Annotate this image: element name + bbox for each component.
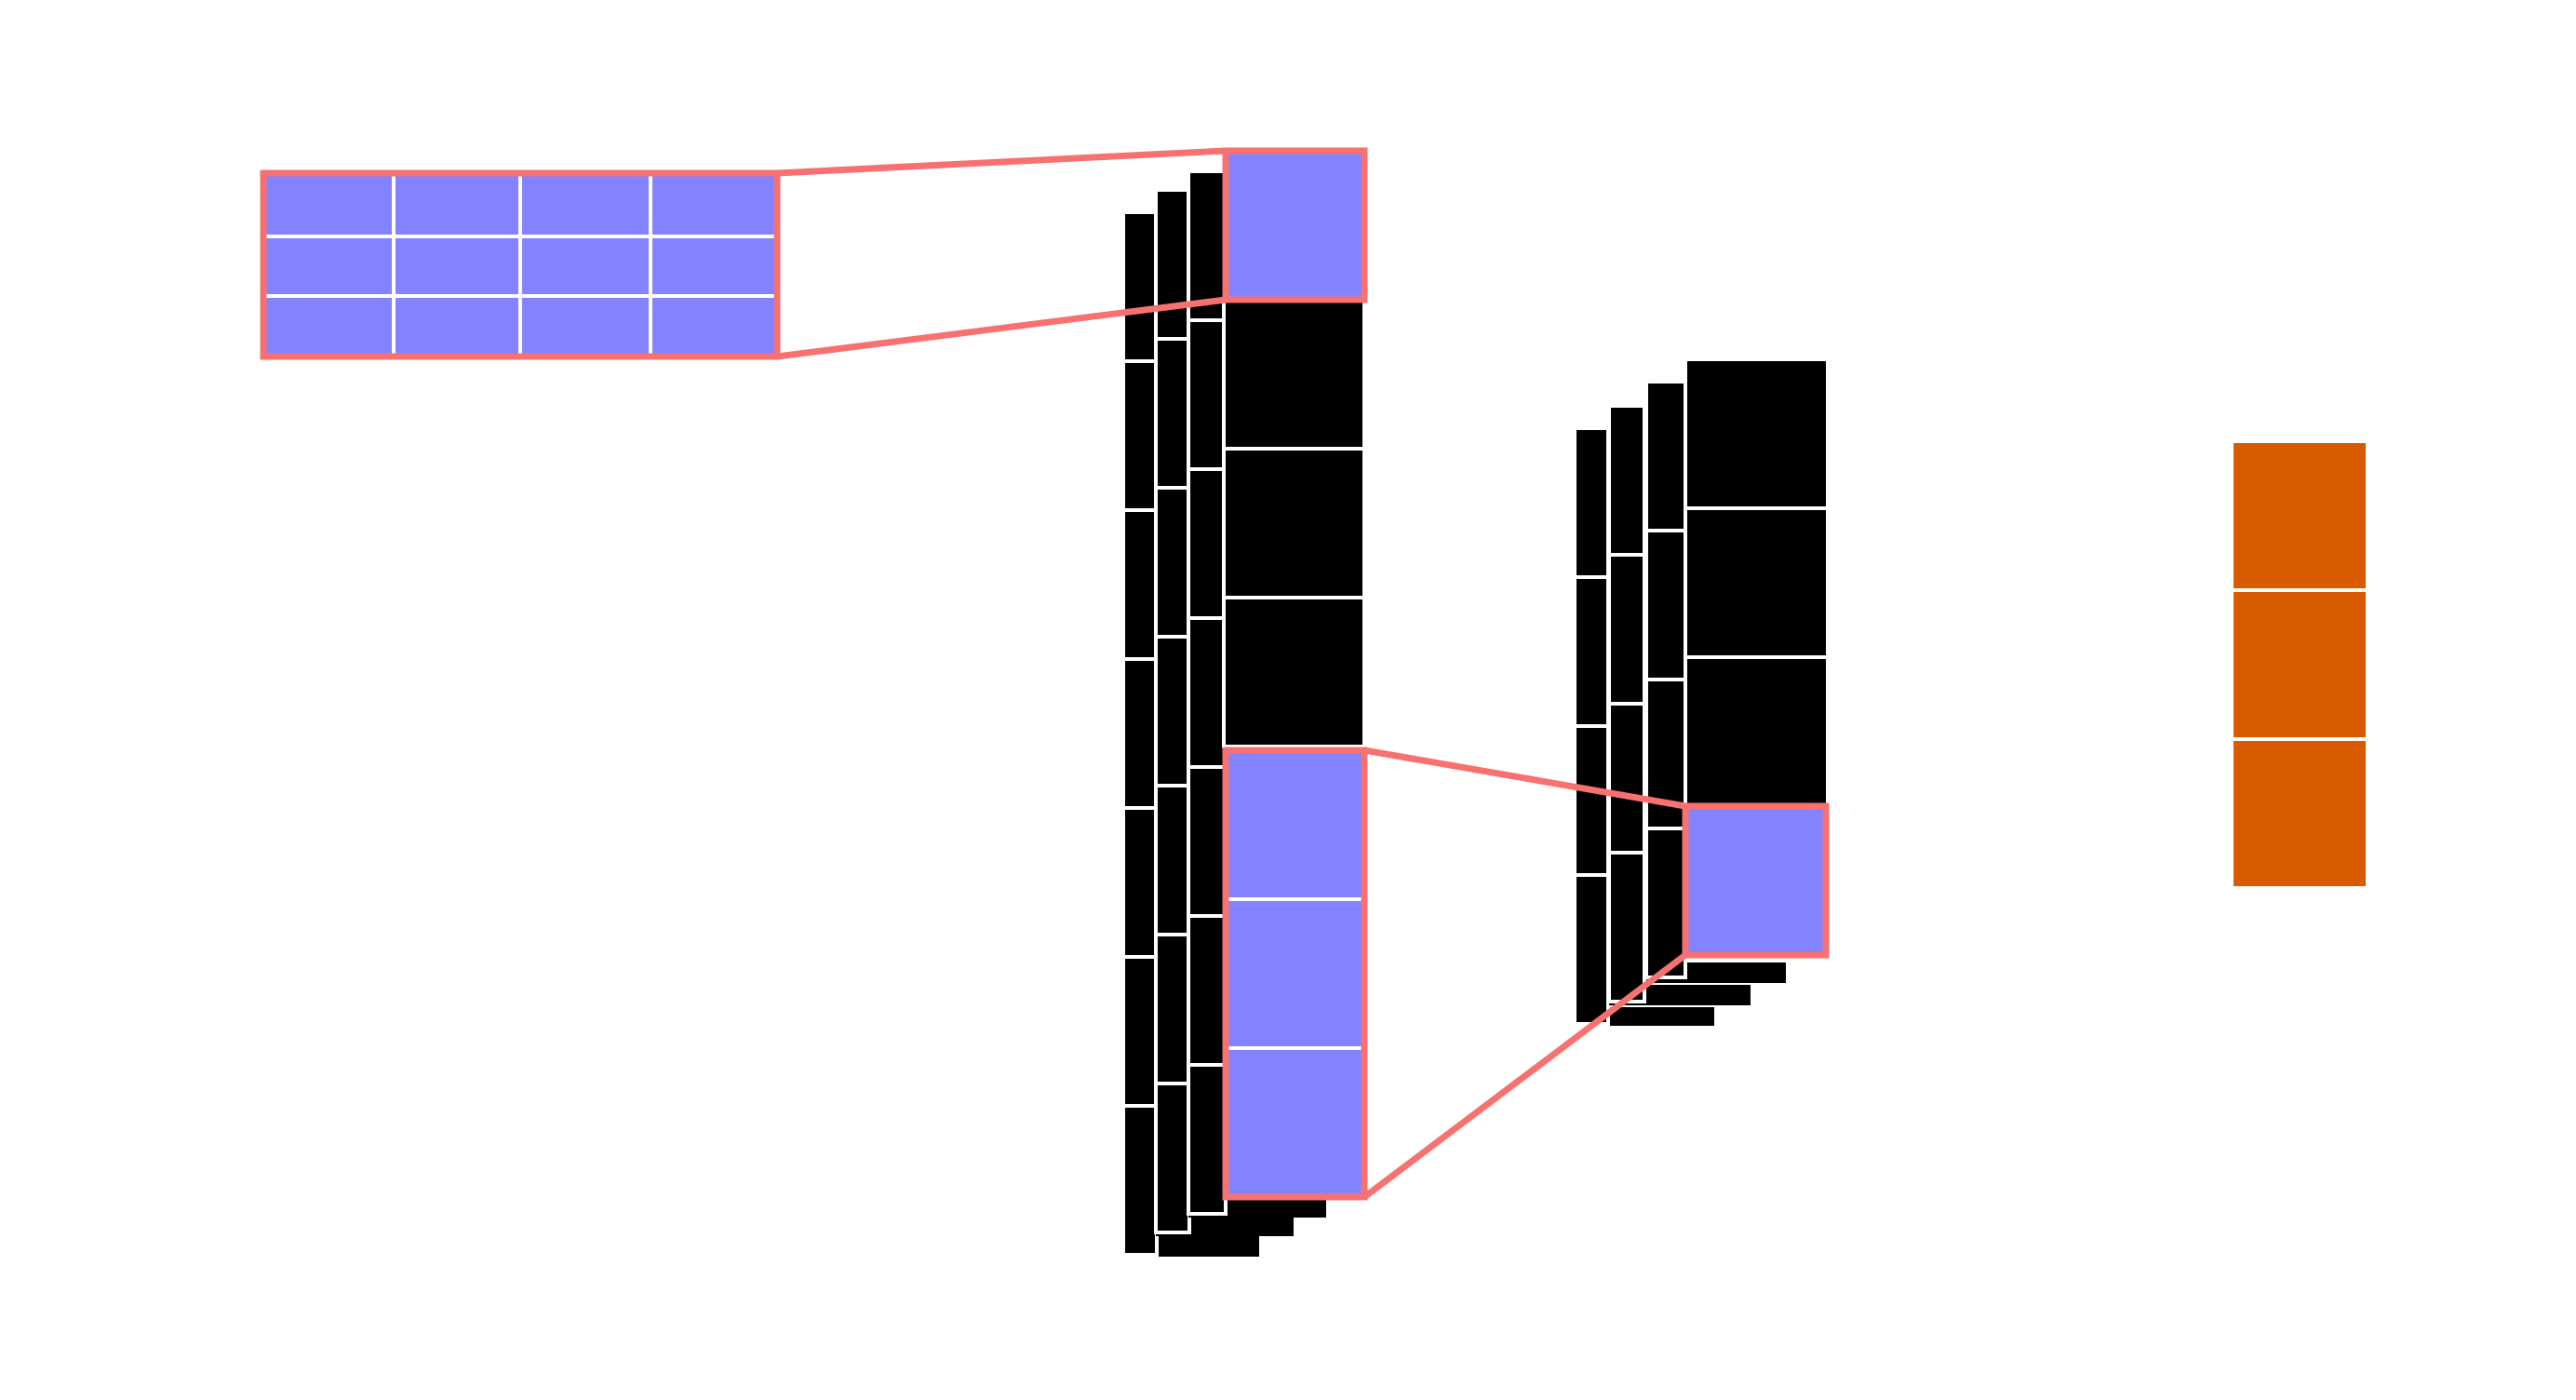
- cell: [1154, 1082, 1191, 1234]
- kernel-outline: [260, 169, 781, 360]
- cell: [1187, 765, 1228, 918]
- layer1-stack: [1121, 147, 1368, 1257]
- cell: [1684, 655, 1830, 808]
- cell: [1224, 897, 1366, 1050]
- cell: [1573, 873, 1610, 1026]
- output-cell: [2230, 737, 2369, 890]
- cell: [1644, 827, 1687, 979]
- cell: [1607, 851, 1646, 1003]
- cell: [1154, 486, 1191, 639]
- cell: [1222, 596, 1366, 748]
- highlight-outline: [1222, 747, 1368, 1201]
- layer2-connector-bottom: [1362, 952, 1688, 1200]
- cell: [1607, 404, 1646, 557]
- cell: [1644, 529, 1687, 681]
- layer1-highlight-top: [1222, 147, 1368, 303]
- cell: [1154, 188, 1191, 341]
- cell: [1121, 1104, 1159, 1257]
- cell: [1154, 337, 1191, 490]
- layer2-highlight: [1682, 802, 1830, 959]
- cell: [1573, 575, 1610, 728]
- output-vector: [2230, 439, 2369, 890]
- connectors: [776, 147, 1688, 1200]
- cell: [1187, 318, 1228, 471]
- cell: [1121, 359, 1159, 512]
- layer1-highlight-bottom: [1222, 747, 1368, 1201]
- cell: [1121, 806, 1159, 959]
- cell: [1573, 426, 1610, 579]
- cell: [1154, 635, 1191, 788]
- cell: [1187, 914, 1228, 1067]
- output-cell: [2230, 439, 2369, 592]
- kernel-grid: [260, 169, 781, 360]
- kernel-connector-bottom: [776, 296, 1227, 360]
- cell: [1154, 933, 1191, 1085]
- cell: [1644, 380, 1687, 532]
- layer1-channel-4: [1121, 210, 1259, 1257]
- cell: [1224, 1046, 1366, 1199]
- cell: [1187, 467, 1228, 620]
- layer1-channel-3: [1154, 188, 1294, 1236]
- cell: [1121, 508, 1159, 661]
- layer2-stack: [1573, 357, 1830, 1026]
- cell: [1222, 298, 1366, 451]
- cell: [1154, 784, 1191, 936]
- cell: [1121, 955, 1159, 1108]
- cell: [1121, 657, 1159, 810]
- cell: [1607, 553, 1646, 706]
- output-cell: [2230, 588, 2369, 741]
- layer1-channel-1: [1222, 298, 1366, 748]
- cell: [1573, 724, 1610, 877]
- cell: [1121, 210, 1159, 363]
- cell: [1187, 616, 1228, 769]
- layer2-channel-1: [1684, 357, 1830, 808]
- cell: [1187, 1063, 1228, 1216]
- cell: [1224, 748, 1366, 901]
- layer2-connector-top: [1363, 747, 1686, 810]
- kernel-connector-top: [776, 147, 1227, 177]
- cell: [1222, 447, 1366, 599]
- cell: [1607, 702, 1646, 855]
- cell: [1684, 506, 1830, 659]
- cell: [1684, 357, 1830, 510]
